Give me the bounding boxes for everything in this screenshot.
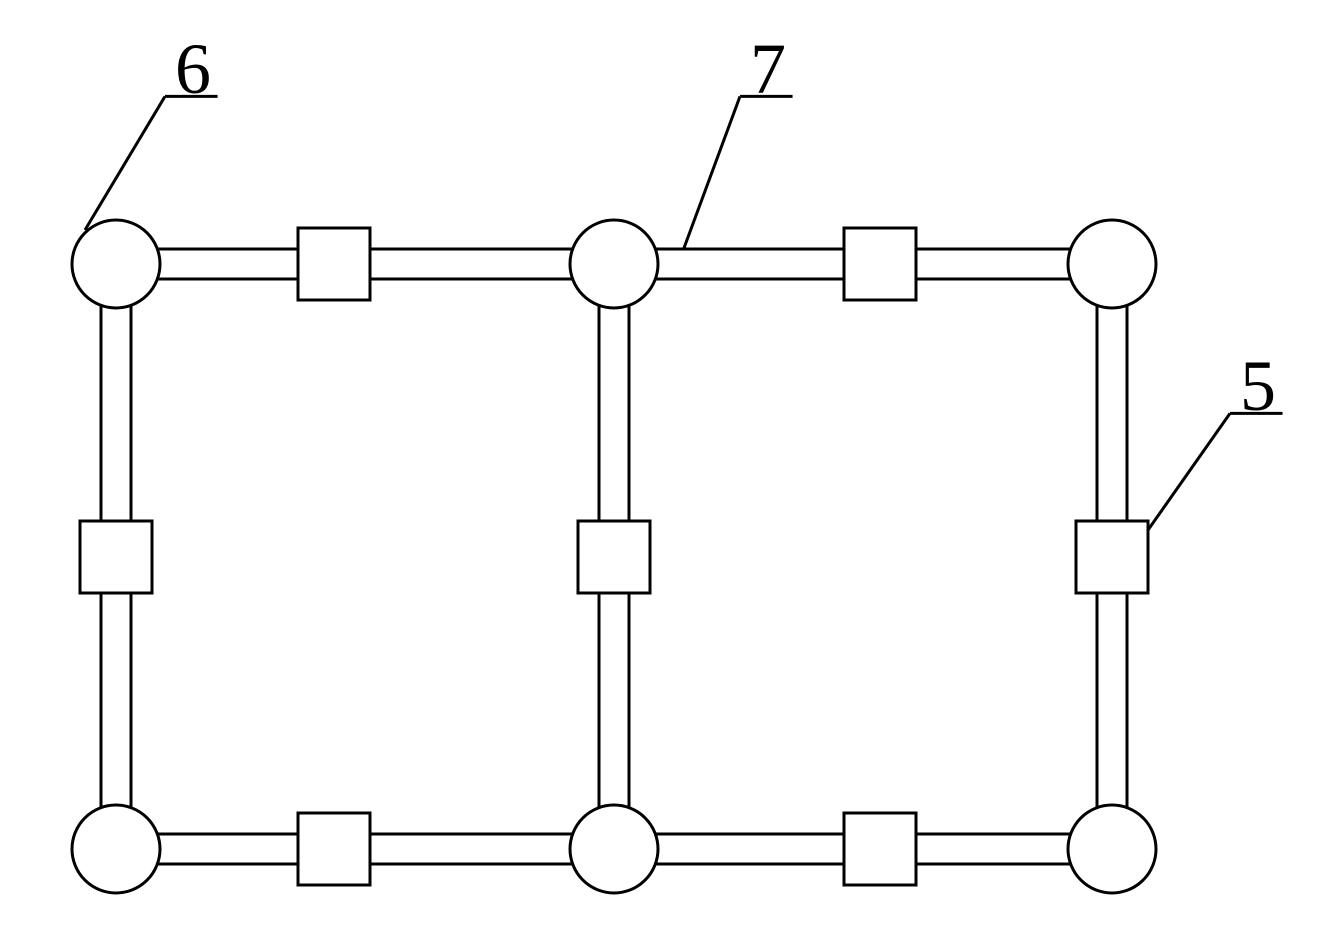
diagram-container: 6 7 5 bbox=[0, 0, 1340, 943]
label-5: 5 bbox=[1240, 345, 1276, 428]
diagram-svg bbox=[0, 0, 1340, 943]
label-6: 6 bbox=[175, 28, 211, 111]
label-7: 7 bbox=[750, 28, 786, 111]
